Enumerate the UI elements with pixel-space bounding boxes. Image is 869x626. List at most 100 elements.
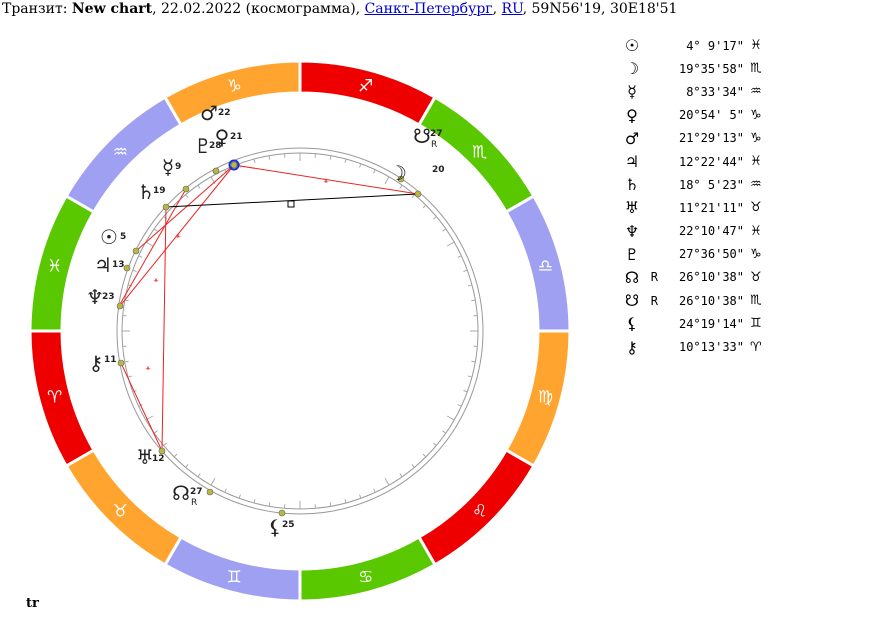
chiron-icon: ⚷ [89,351,104,375]
degree-tick [399,473,403,478]
uranus-icon: ♅ [624,198,640,218]
pluto-icon: ♇ [194,134,212,158]
header-separator: , [492,1,502,17]
position-row-mercury: ☿ 8°33'34" ♒ [622,80,768,103]
degree-tick [173,453,178,458]
retrograde-flag [642,220,660,243]
chiron-icon: ⚷ [626,337,638,357]
north-node-icon: ☊ [172,481,190,505]
chart-header: Транзит: New chart, 22.02.2022 (космогра… [2,1,677,17]
sign-icon: ♓ [750,38,762,54]
moon-dot [414,190,422,198]
degree-tick [268,502,271,507]
degree-tick [138,255,143,258]
pluto-dot [212,167,220,175]
sign-icon: ♊ [750,316,762,332]
north-node-icon: ☊ [624,267,640,287]
lilith-dot [278,509,286,517]
degree-tick [185,463,189,468]
mars-degree: 22 [218,108,231,118]
position-degree: 19°35'58" [678,61,744,76]
city-link[interactable]: Санкт-Петербург [364,1,493,17]
aspect-glyph-venus-moon: ⚹ [324,176,329,185]
mars-icon: ♂ [624,128,640,148]
retrograde-flag [642,335,660,358]
retrograde-flag [642,34,660,57]
degree-tick [224,169,227,174]
aspect-glyph-mercury-neptune: ⚹ [154,275,159,284]
sign-icon: ♉ [750,269,762,285]
degree-tick [442,430,447,434]
retrograde-flag [642,127,660,150]
venus-degree: 21 [230,132,243,142]
degree-tick [153,430,158,434]
degree-tick [359,163,362,168]
degree-tick [399,184,403,189]
virgo-icon: ♍ [538,388,553,408]
header-prefix: Транзит: [2,1,72,17]
neptune-icon: ♆ [86,285,104,309]
moon-icon: ☽ [389,161,407,185]
sign-icon: ♑ [750,107,762,123]
position-row-pluto: ♇ 27°36'50" ♑ [622,243,768,266]
libra-icon: ♎ [538,256,553,276]
degree-tick [446,241,455,247]
venus-dot [230,161,238,169]
venus-icon: ♀ [626,105,638,125]
neptune-icon: ♆ [624,221,640,241]
taurus-icon: ♉ [113,502,128,522]
retrograde-flag [642,80,660,103]
degree-ring [116,147,484,515]
degree-tick [197,184,201,189]
degree-tick [446,415,455,421]
gemini-icon: ♊ [227,567,242,587]
degree-tick [411,194,415,199]
position-degree: 21°29'13" [678,131,744,146]
degree-tick [422,453,427,458]
pisces-icon: ♓ [47,256,62,276]
degree-tick [210,477,216,486]
degree-tick [432,216,437,220]
sun-degree: 5 [120,232,126,242]
jupiter-degree: 13 [112,260,125,270]
chart-wheel: ♐ ♏ ♎ ♍ ♌ ♋ ♊ ♉ ♈ ♓ ♒ ♑ ⚹ ⚹ ⚹ ⚹ ♂ 22 ♀ 21 ♇28 ☿ 9 ♄19 ☉ 5 ♃ 13… [28,59,572,603]
degree-tick [384,176,390,185]
moon-degree: 20 [432,165,445,175]
chiron-degree: 11 [104,355,117,365]
position-degree: 8°33'34" [686,84,744,99]
position-degree: 22°10'47" [678,224,744,239]
degree-tick [124,299,129,302]
aspect-venus-moon [233,164,419,195]
degree-tick [224,488,227,493]
jupiter-dot [123,264,131,272]
mercury-icon: ☿ [627,82,637,102]
leo-icon: ♌ [472,502,487,522]
aquarius-icon: ♒ [113,142,128,162]
north-node-dot [206,488,214,496]
sign-icon: ♉ [750,200,762,216]
degree-tick [411,463,415,468]
aspect-glyph-saturn-uranus: ⚹ [146,363,151,372]
degree-tick [373,169,376,174]
chart-coordinates: , 59N56'19, 30E18'51 [522,1,678,17]
south-node-icon: ☋ [413,124,431,148]
capricorn-icon: ♑ [227,77,242,97]
position-degree: 26°10'38" [678,293,744,308]
retrograde-flag [642,243,660,266]
sun-dot [132,247,140,255]
country-link[interactable]: RU [501,1,523,17]
position-degree: 26°10'38" [678,270,744,285]
degree-tick [344,498,347,504]
degree-tick [329,502,332,507]
position-row-neptune: ♆ 22°10'47" ♓ [622,220,768,243]
degree-tick [197,473,201,478]
sign-icon: ♏ [750,61,762,77]
position-row-uranus: ♅ 11°21'11" ♉ [622,196,768,219]
zodiac-ring: ♐ ♏ ♎ ♍ ♌ ♋ ♊ ♉ ♈ ♓ ♒ ♑ [28,59,572,603]
aspect-glyph-venus-sun: ⚹ [176,231,181,240]
position-row-lilith: ⚸ 24°19'14" ♊ [622,312,768,335]
transit-label: tr [26,596,39,611]
degree-tick [422,204,427,209]
saturn-dot [162,203,170,211]
degree-tick [471,360,476,363]
